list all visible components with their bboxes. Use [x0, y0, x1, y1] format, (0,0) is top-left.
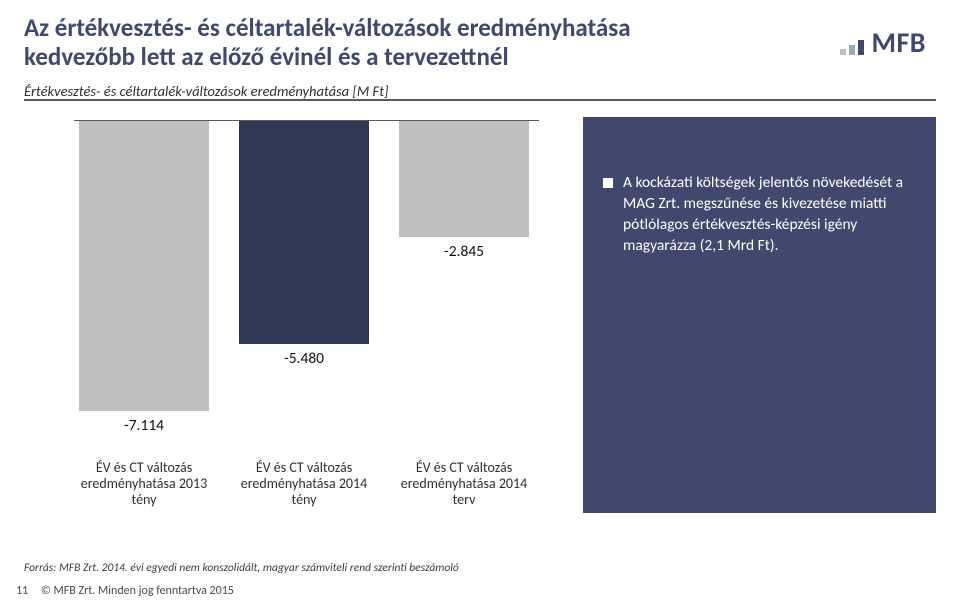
- slide: Az értékvesztés- és céltartalék-változás…: [0, 0, 960, 609]
- page-subtitle: Értékvesztés- és céltartalék-változások …: [24, 82, 664, 100]
- copyright: © MFB Zrt. Minden jog fenntartva 2015: [41, 584, 234, 598]
- chart-x-label: ÉV és CT változás eredményhatása 2014 té…: [234, 460, 374, 508]
- chart-bar: [399, 121, 529, 237]
- chart-bar: [239, 121, 369, 344]
- source-text: Forrás: MFB Zrt. 2014. évi egyedi nem ko…: [24, 561, 459, 575]
- logo-bars-icon: [840, 40, 864, 55]
- bullet-square-icon: [603, 178, 613, 188]
- chart-x-label: ÉV és CT változás eredményhatása 2013 té…: [74, 460, 214, 508]
- chart-plot-area: -7.114 -5.480 -2.845: [74, 120, 539, 450]
- side-note-panel: A kockázati költségek jelentős növekedés…: [583, 117, 936, 513]
- chart-bar-value: -2.845: [399, 242, 529, 261]
- chart-x-label: ÉV és CT változás eredményhatása 2014 te…: [394, 460, 534, 508]
- footer: 11 © MFB Zrt. Minden jog fenntartva 2015: [16, 584, 234, 598]
- header: Az értékvesztés- és céltartalék-változás…: [24, 14, 664, 100]
- chart-bar: [79, 121, 209, 411]
- side-note-bullet: A kockázati költségek jelentős növekedés…: [603, 173, 918, 257]
- page-number: 11: [16, 584, 38, 598]
- header-rule: [24, 99, 936, 101]
- bar-chart: -7.114 -5.480 -2.845: [74, 120, 539, 500]
- chart-bar-value: -5.480: [239, 349, 369, 368]
- side-note-text: A kockázati költségek jelentős növekedés…: [623, 173, 918, 257]
- chart-bar-value: -7.114: [79, 416, 209, 435]
- mfb-logo: MFB: [840, 30, 926, 55]
- page-title: Az értékvesztés- és céltartalék-változás…: [24, 14, 664, 72]
- logo-text: MFB: [871, 30, 926, 55]
